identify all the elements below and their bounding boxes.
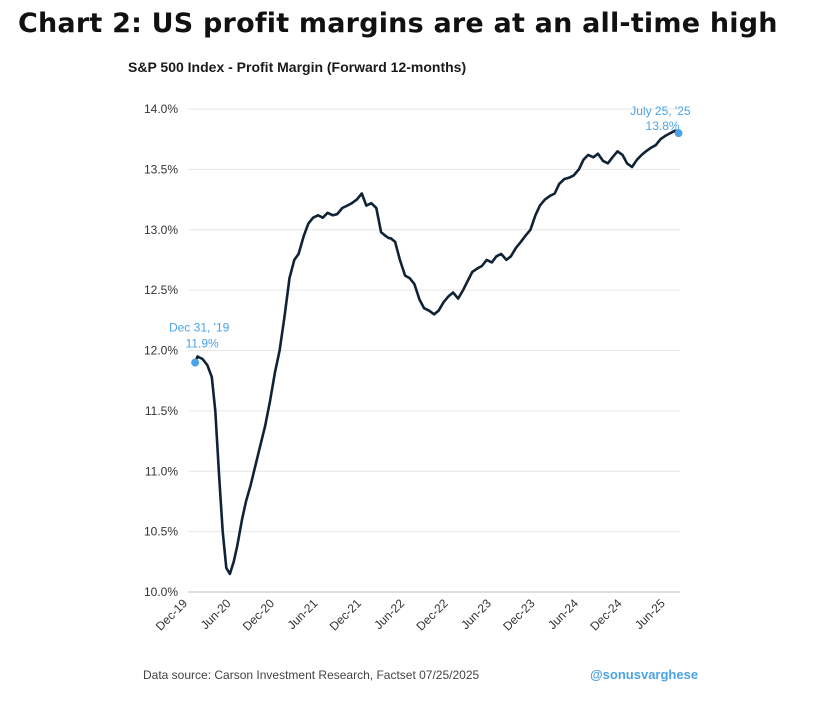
y-tick-label: 11.5%	[145, 404, 178, 418]
chart-title: S&P 500 Index - Profit Margin (Forward 1…	[128, 59, 467, 75]
y-tick-label: 13.0%	[144, 223, 178, 237]
annotation-value-label: 13.8%	[646, 119, 680, 133]
x-tick-label: Jun-21	[285, 596, 321, 632]
y-tick-label: 11.0%	[145, 464, 178, 478]
x-tick-label: Dec-24	[587, 596, 624, 633]
x-tick-label: Dec-21	[327, 596, 364, 633]
headline: Chart 2: US profit margins are at an all…	[18, 8, 778, 39]
profit-margin-line	[193, 129, 680, 576]
y-tick-label: 12.5%	[144, 283, 178, 297]
y-tick-label: 10.5%	[144, 525, 178, 539]
x-tick-label: Dec-20	[240, 596, 277, 633]
y-tick-label: 13.5%	[144, 162, 178, 176]
x-tick-label: Jun-22	[371, 596, 407, 632]
annotation-marker	[674, 129, 683, 138]
x-tick-label: Dec-23	[500, 596, 537, 633]
x-tick-label: Dec-19	[153, 596, 190, 633]
x-axis: Dec-19 Jun-20 Dec-20 Jun-21 Dec-21 Jun-22 Dec-…	[153, 596, 668, 633]
y-tick-label: 12.0%	[144, 344, 178, 358]
x-tick-label: Jun-23	[458, 596, 494, 632]
y-axis: 10.0% 10.5% 11.0% 11.5% 12.0% 12.5% 13.0% 13.5%…	[144, 102, 178, 599]
annotation-date-label: July 25, '25	[630, 104, 691, 118]
x-tick-label: Jun-24	[545, 596, 581, 632]
data-source-note: Data source: Carson Investment Research,…	[143, 668, 480, 682]
gridlines	[188, 108, 680, 593]
x-tick-label: Dec-22	[413, 596, 450, 633]
x-tick-label: Jun-25	[632, 596, 668, 632]
y-tick-label: 10.0%	[144, 585, 178, 599]
annotation-date-label: Dec 31, '19	[169, 321, 230, 335]
annotation-marker	[191, 358, 200, 367]
author-handle: @sonusvarghese	[590, 667, 699, 682]
y-tick-label: 14.0%	[144, 102, 178, 116]
x-tick-label: Jun-20	[198, 596, 234, 632]
annotation-value-label: 11.9%	[186, 337, 219, 351]
